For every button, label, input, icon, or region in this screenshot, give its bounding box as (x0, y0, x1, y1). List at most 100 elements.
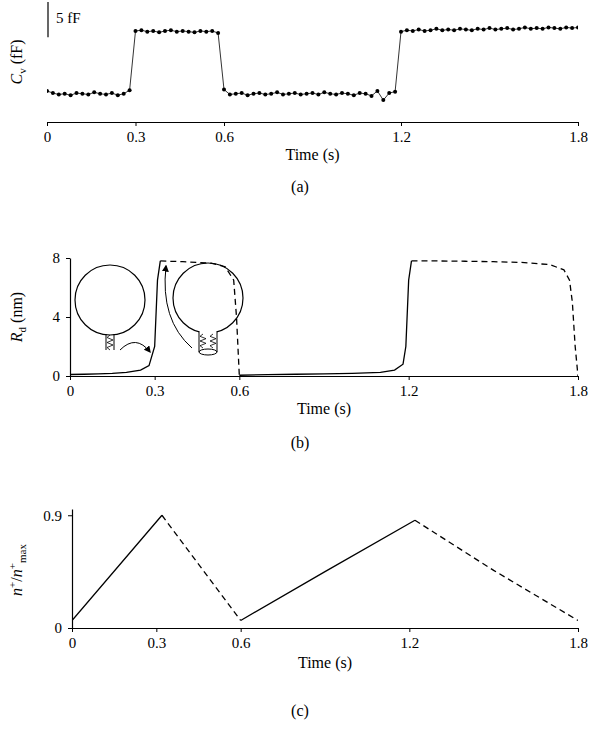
x-tick: 1.8 (569, 376, 588, 399)
data-point (75, 91, 79, 95)
series-line (160, 261, 578, 376)
y-tick: 0 (53, 368, 71, 384)
x-tick: 1.2 (400, 628, 419, 651)
spring (210, 334, 216, 348)
y-axis-title: Rd (nm) (8, 292, 28, 343)
x-tick-label: 0 (69, 635, 77, 651)
data-point (523, 25, 527, 29)
data-point (381, 98, 385, 102)
x-tick-label: 1.8 (569, 129, 588, 145)
data-point (287, 92, 291, 96)
x-tick-mark (409, 376, 410, 380)
data-point (57, 92, 61, 96)
neck (217, 331, 218, 352)
data-point (558, 27, 562, 31)
data-point (570, 26, 574, 30)
panel: 00.30.61.21.85 fFTime (s)Cv (fF)(a) (8, 2, 588, 196)
y-axis-title: Cv (fF) (8, 39, 28, 84)
data-point (116, 93, 120, 97)
label-part: m (8, 297, 25, 310)
data-point (169, 28, 173, 32)
panel-title: (a) (291, 178, 309, 196)
scale-bar-label: 5 fF (56, 10, 81, 26)
data-point (316, 92, 320, 96)
data-point (547, 25, 551, 29)
x-tick-mark (239, 376, 240, 380)
neck (199, 331, 200, 352)
data-point (86, 92, 90, 96)
x-tick-mark (47, 122, 48, 126)
x-tick: 0.3 (146, 376, 165, 399)
data-point (411, 29, 415, 33)
data-point (535, 26, 539, 30)
data-point (499, 27, 503, 31)
y-tick: 0 (55, 620, 73, 636)
x-tick-label: 1.2 (400, 383, 419, 399)
x-tick-mark (578, 122, 579, 126)
x-tick: 1.8 (569, 628, 588, 651)
data-point (340, 91, 344, 95)
data-point (98, 92, 102, 96)
data-point (134, 29, 138, 33)
label-part: n (8, 588, 25, 596)
label-part: ) (8, 292, 26, 297)
label-part: x (16, 544, 28, 550)
x-tick: 0 (44, 122, 52, 145)
panel-title: (c) (291, 702, 309, 720)
y-axis-title: n+/n+max (6, 544, 28, 596)
y-tick-label: 0.9 (43, 508, 62, 524)
x-tick-mark (409, 628, 410, 632)
x-axis-title: Time (s) (285, 146, 339, 164)
y-tick-label: 4 (53, 309, 61, 325)
y-axis: 0 4 8 (53, 250, 71, 384)
data-point (252, 92, 256, 96)
data-point (399, 30, 403, 34)
x-tick-label: 1.8 (569, 635, 588, 651)
data-point (128, 88, 132, 92)
x-tick: 0 (67, 376, 75, 399)
x-tick-label: 0.3 (147, 635, 166, 651)
data-point (488, 26, 492, 30)
y-tick-label: 8 (53, 250, 61, 266)
y-tick-label: 0 (53, 368, 61, 384)
x-tick: 1.2 (392, 122, 411, 145)
data-point (157, 30, 161, 34)
y-axis-line (72, 510, 73, 629)
spring (107, 335, 113, 350)
data-point (263, 92, 267, 96)
data-point (346, 92, 350, 96)
data-point (334, 92, 338, 96)
data-point (293, 91, 297, 95)
data-point (446, 28, 450, 32)
x-tick: 0.3 (147, 628, 166, 651)
data-point (80, 92, 84, 96)
x-tick-mark (578, 628, 579, 632)
x-axis-line (71, 376, 579, 377)
data-point (305, 92, 309, 96)
data-point (517, 27, 521, 31)
label-part: ) (8, 39, 26, 44)
data-point (375, 89, 379, 93)
data-point (452, 28, 456, 32)
data-point (104, 92, 108, 96)
x-tick-mark (155, 376, 156, 380)
data-point (145, 30, 149, 34)
arrow (165, 266, 192, 348)
x-tick-mark (224, 122, 225, 126)
data-point (576, 25, 578, 29)
data-point (110, 91, 114, 95)
data-point (552, 26, 556, 30)
neck (106, 334, 107, 350)
data-point (482, 28, 486, 32)
x-tick-label: 0.6 (232, 635, 251, 651)
data-point (470, 28, 474, 32)
x-axis: 00.30.61.21.8 (44, 122, 588, 145)
data-point (122, 92, 126, 96)
data-point (139, 28, 143, 32)
data-point (529, 27, 533, 31)
x-tick-label: 1.2 (400, 635, 419, 651)
scale-bar (47, 2, 48, 37)
data-point (198, 29, 202, 33)
x-tick-label: 0 (67, 383, 75, 399)
series-line (70, 261, 411, 375)
